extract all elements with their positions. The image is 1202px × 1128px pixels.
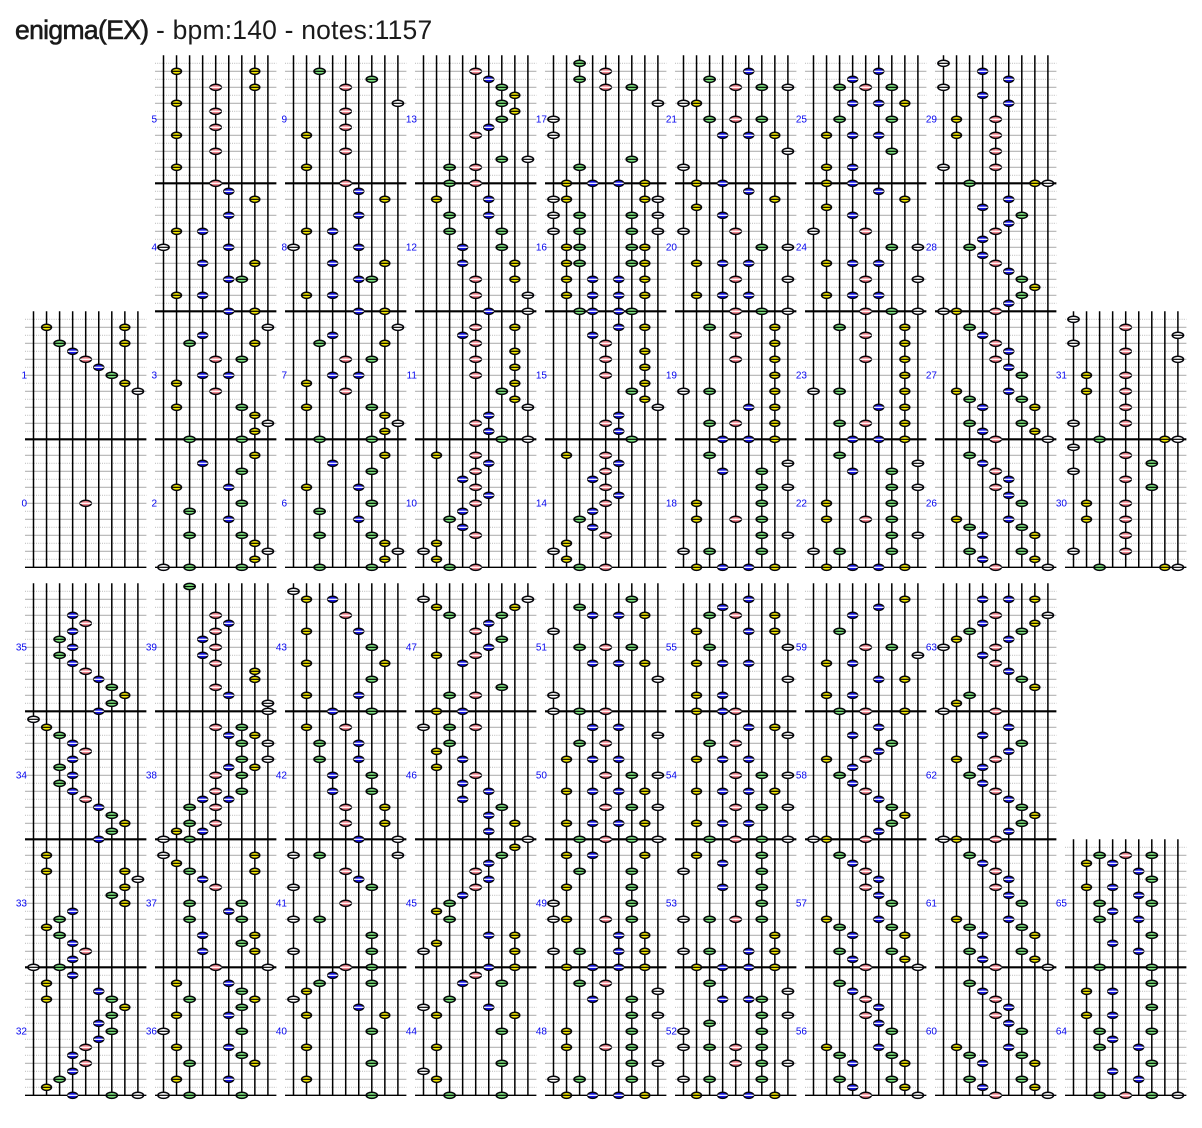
svg-text:48: 48	[536, 1027, 548, 1038]
svg-text:12: 12	[406, 243, 418, 254]
svg-text:14: 14	[536, 499, 548, 510]
svg-text:7: 7	[281, 371, 287, 382]
svg-text:11: 11	[407, 371, 418, 382]
svg-text:62: 62	[926, 771, 938, 782]
svg-text:61: 61	[926, 899, 938, 910]
svg-text:45: 45	[406, 899, 418, 910]
svg-text:42: 42	[276, 771, 288, 782]
svg-text:26: 26	[926, 499, 938, 510]
svg-text:29: 29	[926, 115, 938, 126]
svg-text:63: 63	[926, 643, 938, 654]
svg-text:52: 52	[666, 1027, 678, 1038]
svg-text:65: 65	[1056, 899, 1068, 910]
svg-text:59: 59	[796, 643, 808, 654]
svg-text:3: 3	[151, 371, 157, 382]
svg-text:37: 37	[146, 899, 158, 910]
svg-text:54: 54	[666, 771, 678, 782]
svg-text:28: 28	[926, 243, 938, 254]
svg-text:25: 25	[796, 115, 808, 126]
svg-text:9: 9	[281, 115, 287, 126]
svg-text:58: 58	[796, 771, 808, 782]
svg-text:18: 18	[666, 499, 678, 510]
svg-text:17: 17	[536, 115, 548, 126]
svg-text:21: 21	[666, 115, 678, 126]
svg-text:56: 56	[796, 1027, 808, 1038]
svg-text:50: 50	[536, 771, 548, 782]
svg-text:19: 19	[666, 371, 678, 382]
svg-text:40: 40	[276, 1027, 288, 1038]
svg-text:32: 32	[16, 1027, 28, 1038]
svg-text:31: 31	[1056, 371, 1068, 382]
svg-text:46: 46	[406, 771, 418, 782]
svg-text:57: 57	[796, 899, 808, 910]
svg-text:30: 30	[1056, 499, 1068, 510]
svg-text:2: 2	[151, 499, 157, 510]
svg-text:51: 51	[536, 643, 548, 654]
svg-text:15: 15	[536, 371, 548, 382]
svg-text:41: 41	[276, 899, 288, 910]
svg-text:24: 24	[796, 243, 808, 254]
svg-text:39: 39	[146, 643, 158, 654]
svg-text:13: 13	[406, 115, 418, 126]
svg-text:8: 8	[281, 243, 287, 254]
svg-text:16: 16	[536, 243, 548, 254]
svg-text:10: 10	[406, 499, 418, 510]
svg-text:33: 33	[16, 899, 28, 910]
svg-text:49: 49	[536, 899, 548, 910]
svg-text:27: 27	[926, 371, 938, 382]
svg-text:34: 34	[16, 771, 28, 782]
svg-text:35: 35	[16, 643, 28, 654]
svg-text:5: 5	[151, 115, 157, 126]
svg-text:53: 53	[666, 899, 678, 910]
svg-text:0: 0	[21, 499, 27, 510]
svg-text:43: 43	[276, 643, 288, 654]
svg-text:44: 44	[406, 1027, 418, 1038]
svg-text:64: 64	[1056, 1027, 1068, 1038]
svg-text:47: 47	[406, 643, 418, 654]
svg-text:22: 22	[796, 499, 808, 510]
svg-text:55: 55	[666, 643, 678, 654]
svg-text:6: 6	[281, 499, 287, 510]
svg-text:4: 4	[151, 243, 157, 254]
svg-text:36: 36	[146, 1027, 158, 1038]
svg-text:1: 1	[21, 371, 27, 382]
svg-text:60: 60	[926, 1027, 938, 1038]
svg-text:23: 23	[796, 371, 808, 382]
svg-text:38: 38	[146, 771, 158, 782]
svg-text:20: 20	[666, 243, 678, 254]
